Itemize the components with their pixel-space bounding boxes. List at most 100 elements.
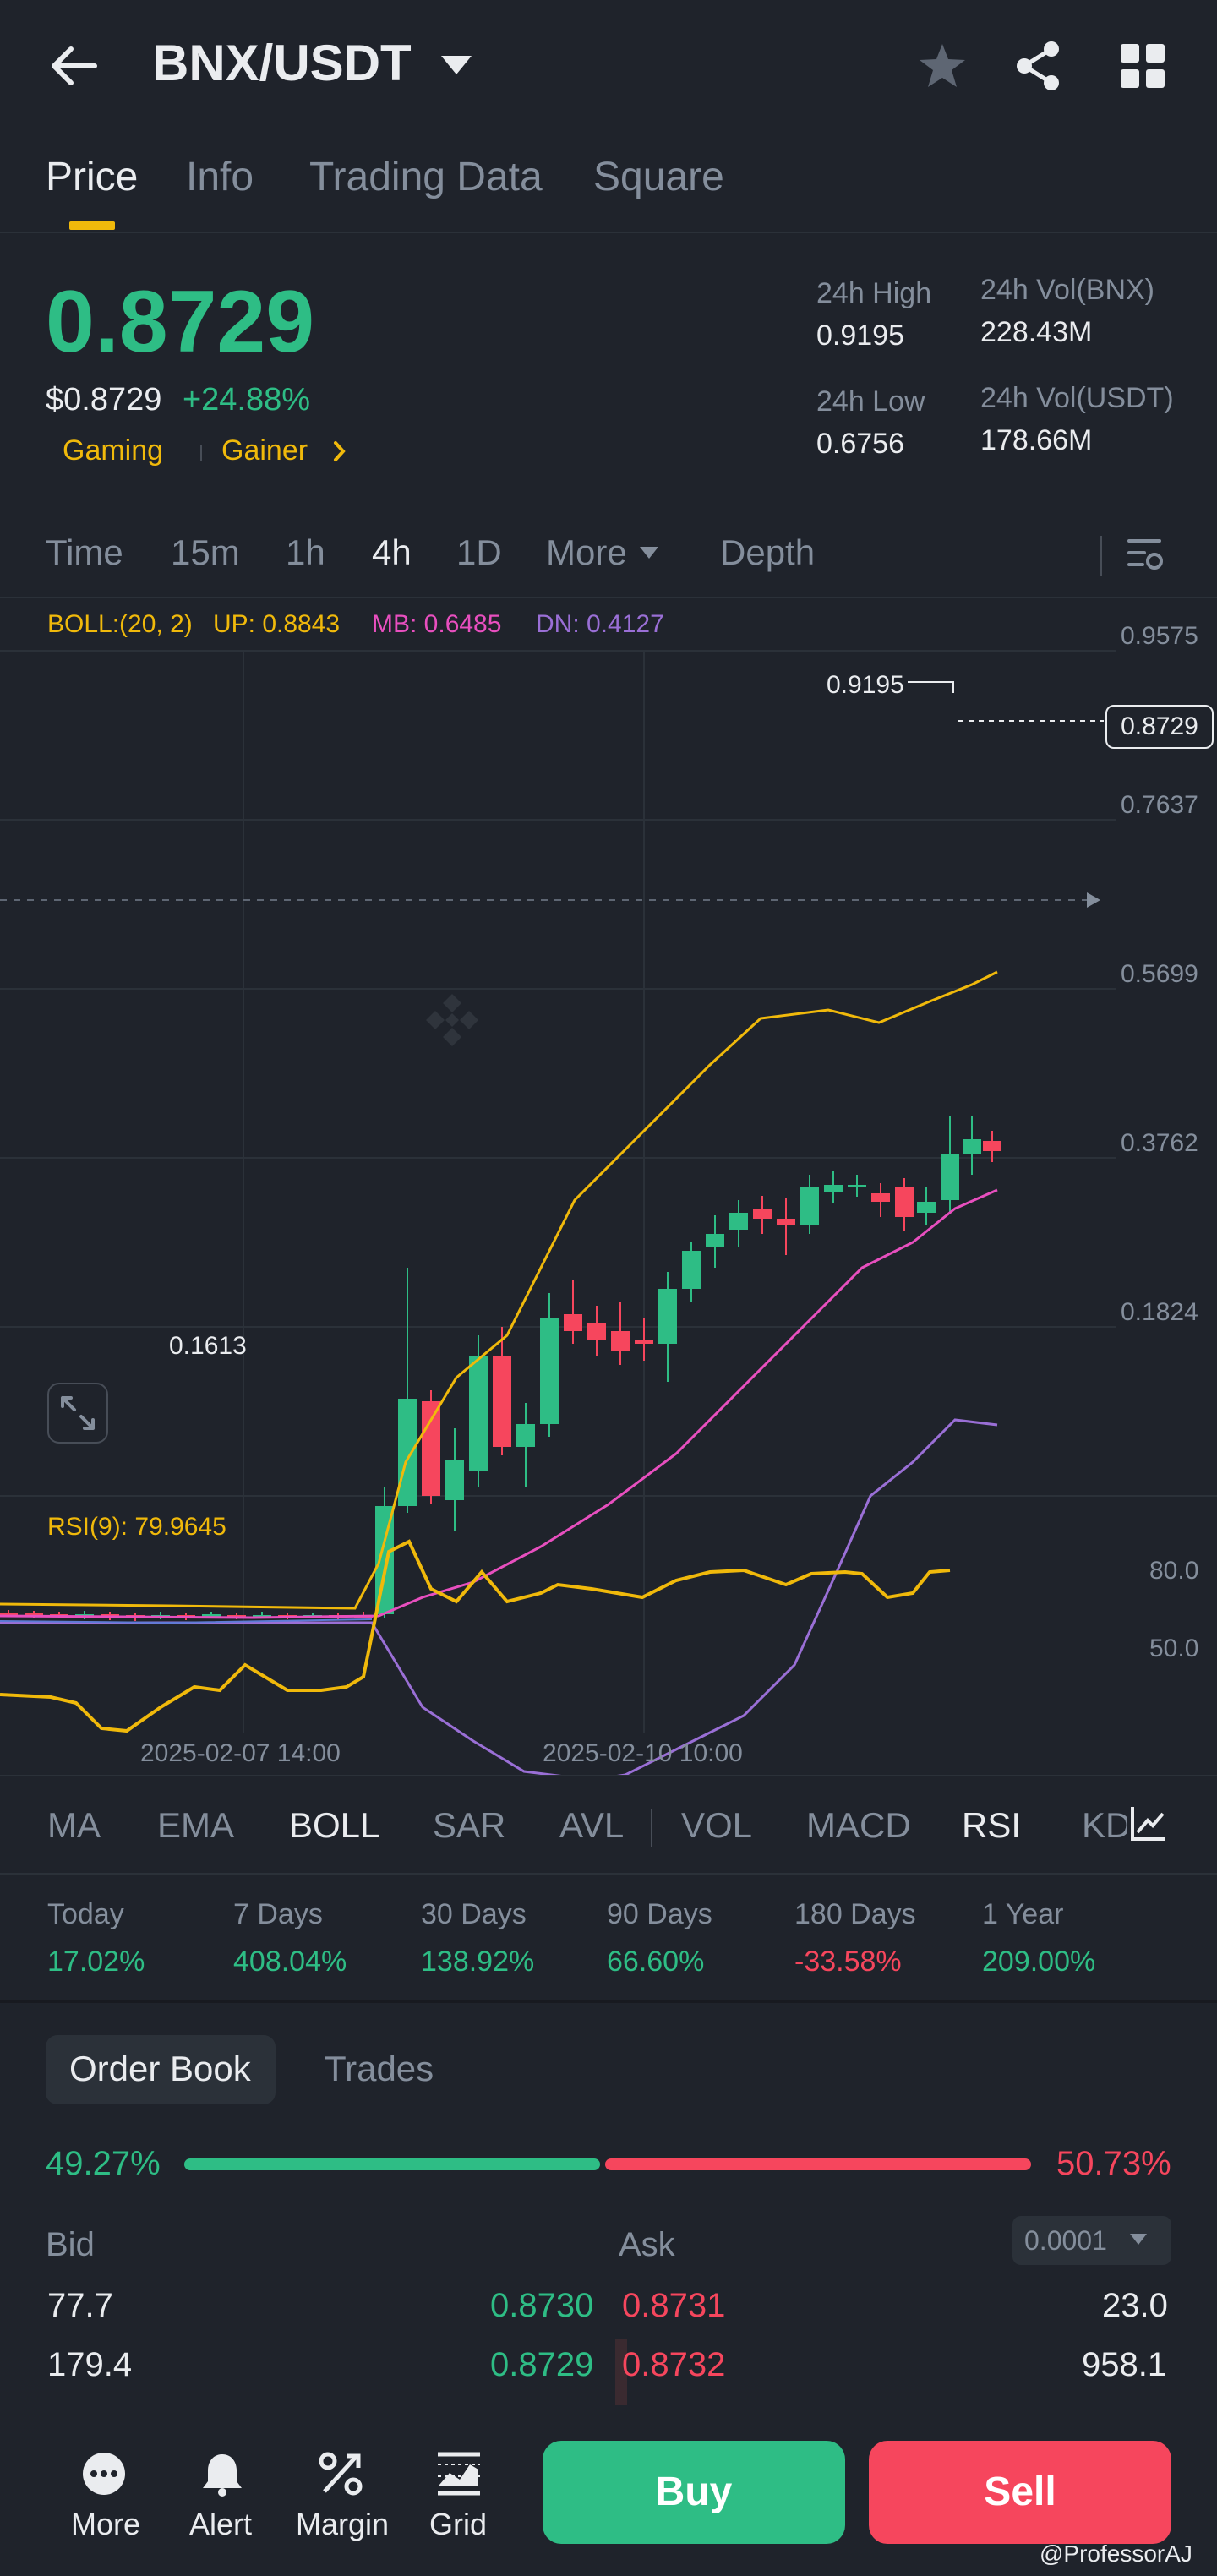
- indicator-ma[interactable]: MA: [47, 1805, 101, 1845]
- vol-base-label: 24h Vol(BNX): [980, 274, 1154, 306]
- bottom-alert-label[interactable]: Alert: [189, 2507, 253, 2541]
- chart-settings-icon[interactable]: [1126, 534, 1165, 573]
- bottom-grid-label[interactable]: Grid: [429, 2507, 488, 2541]
- grid-icon[interactable]: [1121, 44, 1165, 88]
- boll-lower-line: [0, 1418, 998, 1775]
- indicator-rsi[interactable]: RSI: [962, 1805, 1022, 1845]
- ask-qty: 958.1: [1082, 2346, 1167, 2383]
- top-bar: BNX/USDT: [0, 0, 1217, 135]
- caret-down-icon: [1130, 2234, 1147, 2245]
- indicator-sar[interactable]: SAR: [433, 1805, 506, 1845]
- caret-down-icon: [640, 547, 658, 559]
- interval-15m[interactable]: 15m: [171, 532, 240, 572]
- interval-4h[interactable]: 4h: [372, 532, 412, 572]
- bid-qty: 179.4: [47, 2346, 133, 2383]
- perf-value: 209.00%: [982, 1946, 1096, 1978]
- candle-body: [963, 1139, 981, 1154]
- axis-label: 0.3762: [1121, 1129, 1198, 1157]
- sell-button[interactable]: Sell: [869, 2441, 1171, 2544]
- tag-gainer[interactable]: Gainer: [221, 434, 308, 467]
- candle-body: [777, 1219, 795, 1225]
- boll-middle-line: [0, 1188, 998, 1619]
- share-icon[interactable]: [1014, 41, 1061, 91]
- perf-value: 408.04%: [233, 1946, 347, 1978]
- candle-body: [635, 1340, 653, 1344]
- tab-trades[interactable]: Trades: [325, 2049, 434, 2088]
- divider: [0, 1873, 1217, 1875]
- interval-1h[interactable]: 1h: [286, 532, 325, 572]
- axis-label: 0.7637: [1121, 791, 1198, 819]
- more-icon[interactable]: [81, 2451, 127, 2497]
- ask-ratio: 50.73%: [1056, 2145, 1171, 2182]
- perf-label: 90 Days: [607, 1898, 712, 1930]
- high-mark-pointer: [908, 681, 954, 693]
- grid-bot-icon[interactable]: [436, 2451, 482, 2497]
- indicator-vol[interactable]: VOL: [681, 1805, 753, 1845]
- caret-down-icon[interactable]: [439, 54, 473, 76]
- date-label: 2025-02-10 10:00: [543, 1739, 743, 1767]
- indicator-ema[interactable]: EMA: [157, 1805, 235, 1845]
- buy-button[interactable]: Buy: [543, 2441, 845, 2544]
- interval-more[interactable]: More: [546, 532, 627, 572]
- high-value: 0.9195: [816, 319, 904, 352]
- candle-body: [469, 1356, 488, 1471]
- axis-label: 0.1824: [1121, 1298, 1198, 1326]
- vol-quote-value: 178.66M: [980, 424, 1093, 456]
- candle-body: [445, 1460, 464, 1500]
- indicator-macd[interactable]: MACD: [806, 1805, 911, 1845]
- tab-info[interactable]: Info: [186, 155, 254, 199]
- bid-header: Bid: [46, 2226, 95, 2263]
- candles: [0, 1116, 1001, 1621]
- candle-body: [658, 1289, 677, 1344]
- candle-body: [493, 1356, 511, 1447]
- bell-icon[interactable]: [199, 2451, 245, 2497]
- price-chart[interactable]: [0, 592, 1217, 1775]
- tab-active-indicator: [69, 221, 115, 230]
- perf-value: 17.02%: [47, 1946, 145, 1978]
- interval-1d[interactable]: 1D: [456, 532, 502, 572]
- interval-time[interactable]: Time: [46, 532, 123, 572]
- chevron-right-icon[interactable]: [331, 439, 348, 463]
- rsi-legend: RSI(9): 79.9645: [47, 1513, 226, 1541]
- indicator-settings-icon[interactable]: [1127, 1804, 1168, 1844]
- price-change: +24.88%: [182, 382, 311, 418]
- perf-label: 7 Days: [233, 1898, 323, 1930]
- tab-price[interactable]: Price: [46, 155, 139, 199]
- indicator-boll[interactable]: BOLL: [289, 1805, 380, 1845]
- candle-body: [917, 1202, 936, 1213]
- tag-gaming[interactable]: Gaming: [63, 434, 164, 467]
- bottom-more-label[interactable]: More: [71, 2507, 141, 2541]
- tab-trading-data[interactable]: Trading Data: [309, 155, 543, 199]
- usd-price-row: $0.8729 +24.88%: [46, 382, 310, 418]
- fullscreen-button[interactable]: [47, 1383, 108, 1444]
- precision-select[interactable]: 0.0001: [1012, 2216, 1171, 2265]
- bid-price[interactable]: 0.8730: [490, 2287, 594, 2324]
- tab-square[interactable]: Square: [593, 155, 724, 199]
- tab-order-book[interactable]: Order Book: [69, 2049, 251, 2088]
- candle-body: [516, 1424, 535, 1447]
- ask-price[interactable]: 0.8732: [622, 2346, 726, 2383]
- bid-qty: 77.7: [47, 2287, 113, 2324]
- bid-price[interactable]: 0.8729: [490, 2346, 594, 2383]
- ask-price[interactable]: 0.8731: [622, 2287, 726, 2324]
- bottom-margin-label[interactable]: Margin: [296, 2507, 390, 2541]
- axis-label: 0.9575: [1121, 622, 1198, 650]
- high-label: 24h High: [816, 277, 932, 309]
- boll-up: UP: 0.8843: [213, 610, 341, 638]
- arrow-left-icon[interactable]: [49, 44, 100, 88]
- candle-body: [398, 1399, 417, 1506]
- rsi-line: [0, 1539, 951, 1733]
- candle-body: [895, 1187, 914, 1217]
- indicator-kd[interactable]: KD: [1082, 1805, 1127, 1845]
- star-icon[interactable]: [918, 42, 967, 90]
- margin-icon[interactable]: [318, 2451, 363, 2497]
- perf-label: 180 Days: [794, 1898, 916, 1930]
- pair-title[interactable]: BNX/USDT: [152, 35, 412, 91]
- ask-depth-bar: [615, 2339, 627, 2405]
- candle-body: [611, 1331, 630, 1351]
- ask-header: Ask: [619, 2226, 675, 2263]
- vol-quote-label: 24h Vol(USDT): [980, 382, 1174, 414]
- low-mark-label: 0.1613: [169, 1332, 247, 1360]
- indicator-avl[interactable]: AVL: [559, 1805, 625, 1845]
- interval-depth[interactable]: Depth: [720, 532, 816, 572]
